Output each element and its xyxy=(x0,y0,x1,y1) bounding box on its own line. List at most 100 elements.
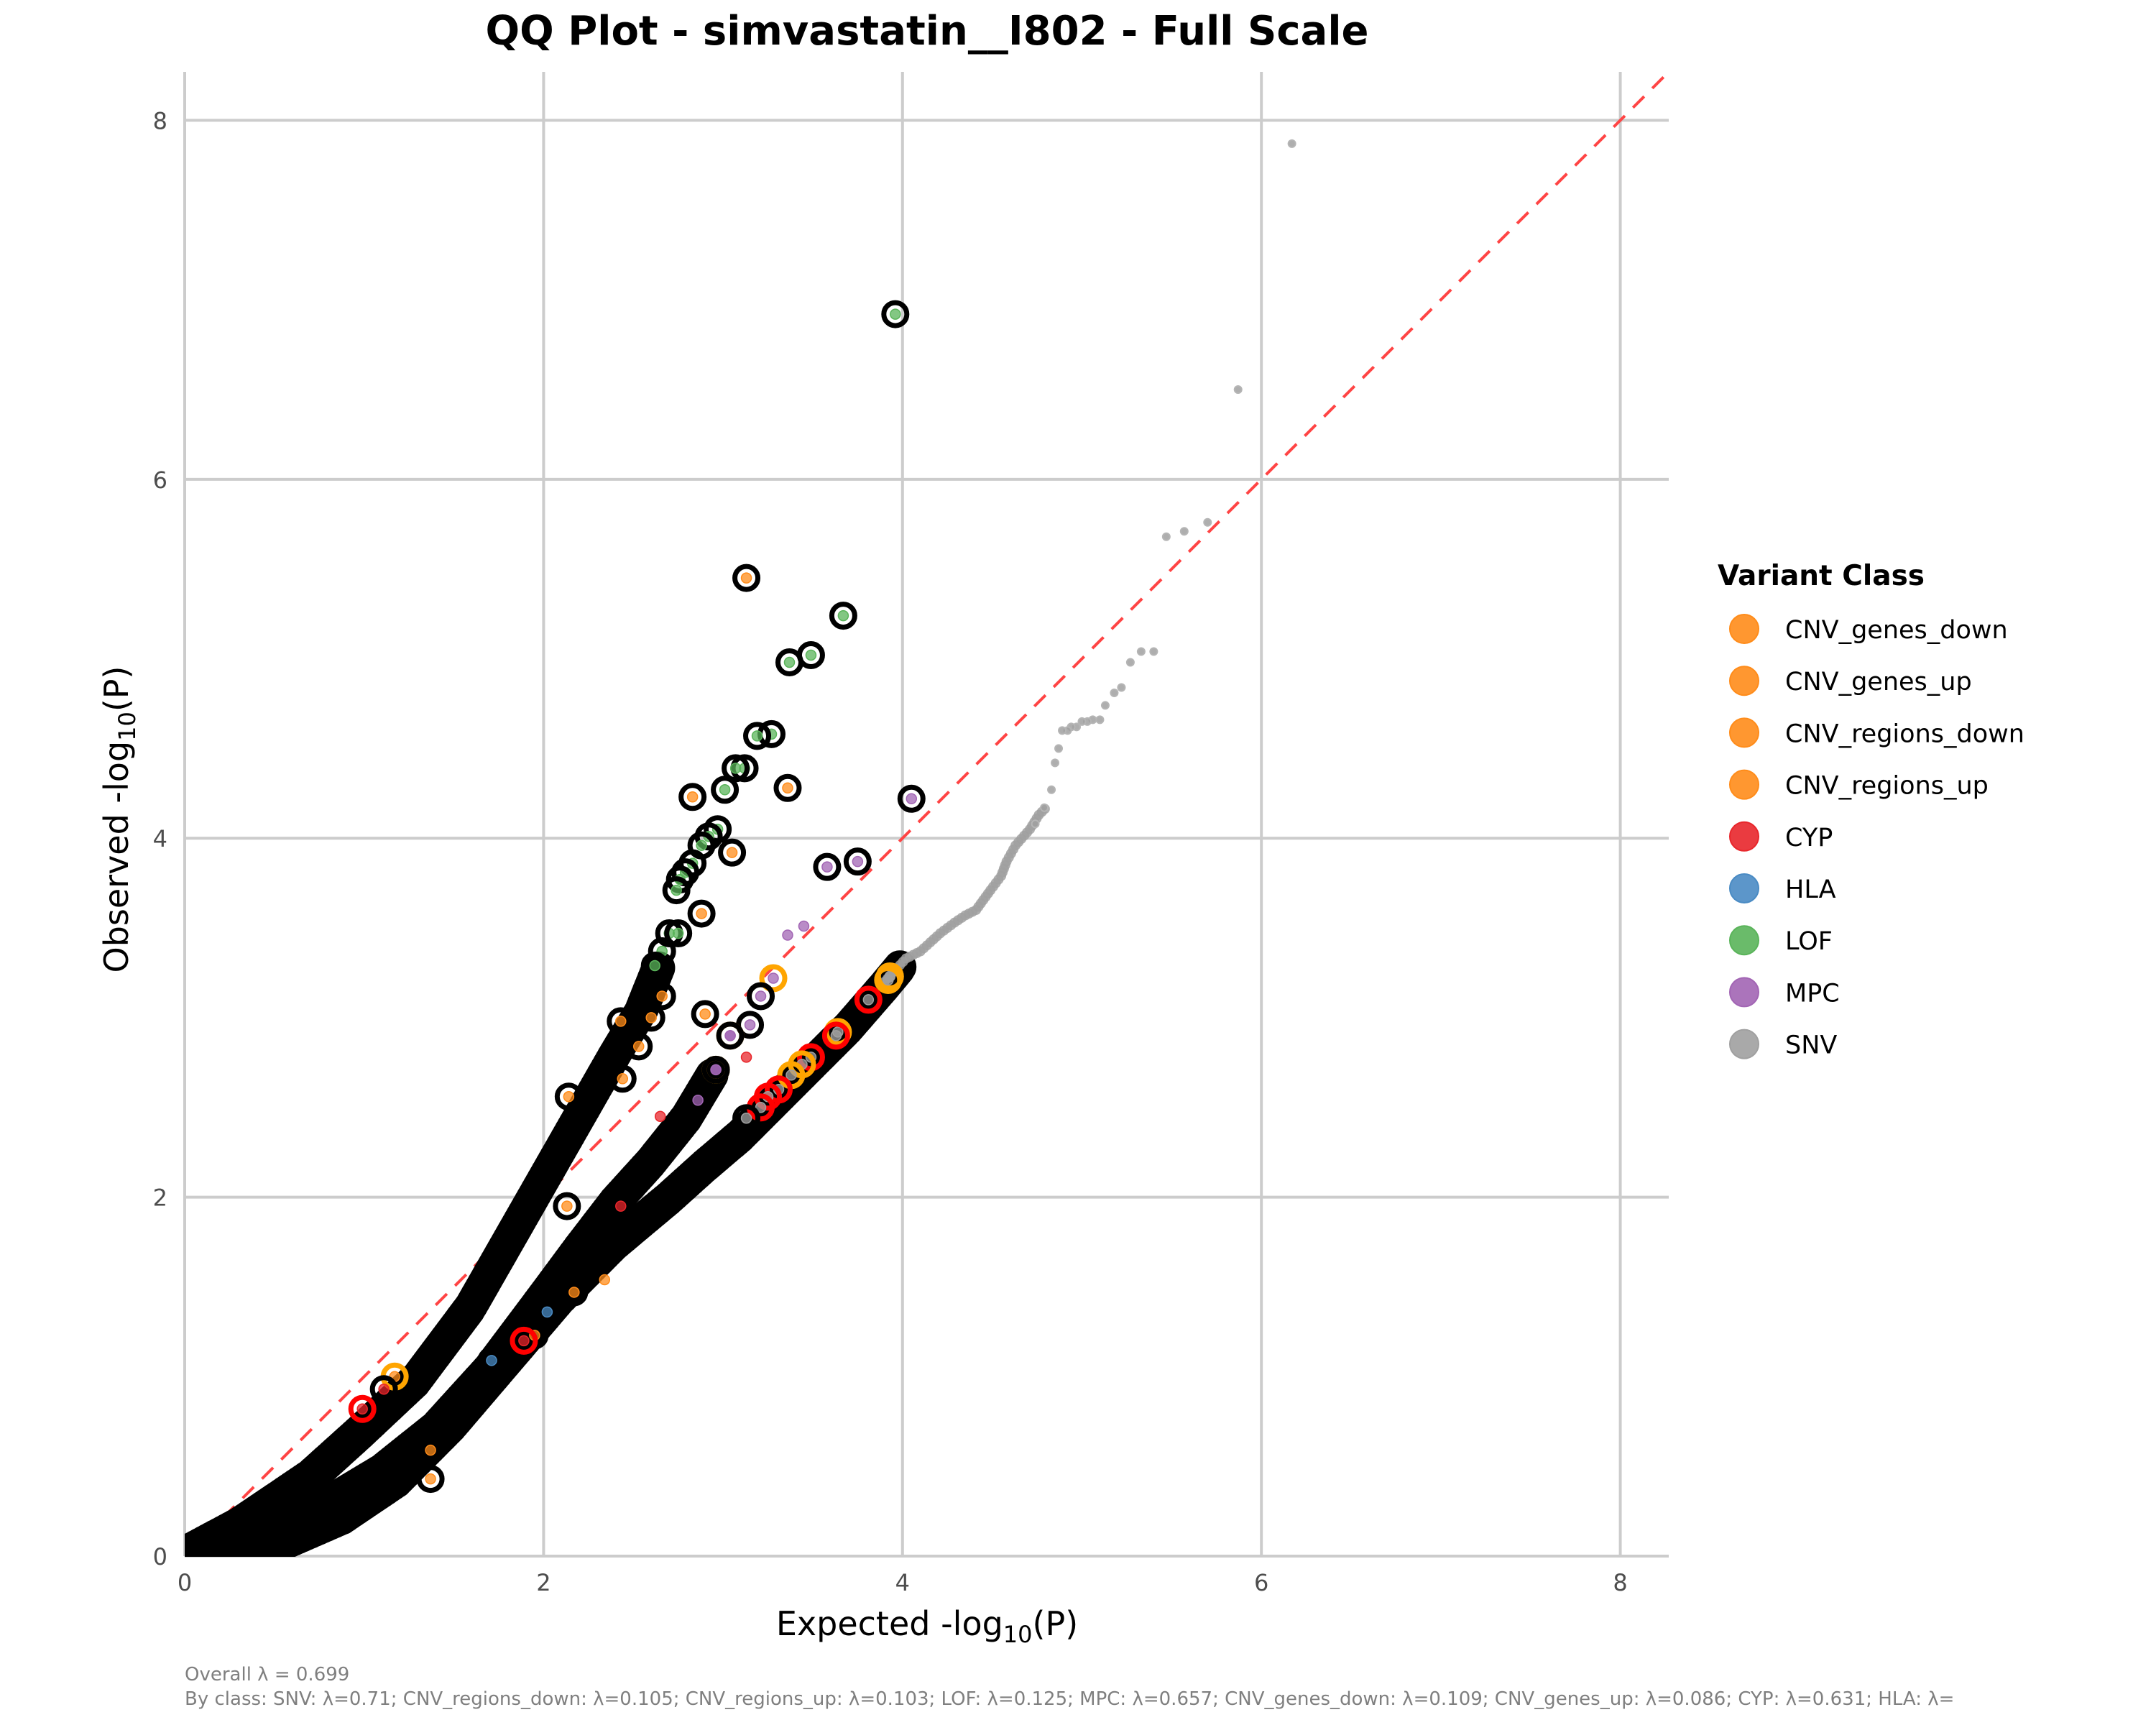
legend-marker xyxy=(1729,717,1759,748)
black-highlight-ring xyxy=(897,784,926,813)
data-point xyxy=(1100,701,1110,710)
snv-point xyxy=(755,1102,767,1113)
cnv-point xyxy=(425,1444,436,1456)
data-point xyxy=(813,852,842,881)
data-point xyxy=(821,1021,850,1050)
data-point xyxy=(615,1200,627,1212)
legend-marker xyxy=(1729,873,1759,903)
hla-point xyxy=(486,1355,497,1366)
legend-marker xyxy=(1729,821,1759,852)
mpc-point xyxy=(710,1064,722,1076)
data-point xyxy=(560,1278,589,1307)
data-point xyxy=(854,985,883,1014)
by-class-lambda-caption: By class: SNV: λ=0.71; CNV_regions_down:… xyxy=(185,1688,1954,1710)
legend-marker xyxy=(1729,977,1759,1008)
data-point xyxy=(1040,803,1049,812)
data-point xyxy=(829,602,857,630)
red-highlight-ring xyxy=(348,1394,377,1423)
data-point xyxy=(648,982,676,1011)
snv-point xyxy=(1051,758,1060,768)
black-highlight-ring xyxy=(711,776,740,804)
black-highlight-ring xyxy=(722,754,750,783)
data-point xyxy=(416,1465,445,1494)
data-point xyxy=(1054,744,1064,753)
x-tick-label: 2 xyxy=(536,1569,550,1596)
data-point xyxy=(348,1394,377,1423)
data-point xyxy=(683,1086,712,1115)
lof-point xyxy=(649,960,660,972)
data-point xyxy=(881,300,910,328)
legend-label: SNV xyxy=(1785,1031,1837,1060)
legend-label: HLA xyxy=(1785,875,1836,904)
data-point xyxy=(759,964,788,993)
data-point xyxy=(874,965,903,994)
dense-point-bands xyxy=(185,804,1050,1557)
mpc-point xyxy=(692,1095,704,1106)
y-tick-label: 0 xyxy=(153,1543,167,1570)
black-highlight-ring xyxy=(648,982,676,1011)
mpc-point xyxy=(821,861,833,873)
data-point xyxy=(1117,683,1126,692)
legend-label: CNV_genes_down xyxy=(1785,616,2008,645)
reference-line-y-equals-x xyxy=(185,72,1669,1557)
data-point xyxy=(637,1003,665,1032)
legend-label: CYP xyxy=(1785,824,1833,852)
snv-point xyxy=(1287,139,1296,148)
data-point xyxy=(732,564,761,592)
mpc-point xyxy=(852,855,864,868)
black-highlight-ring xyxy=(773,773,802,802)
snv-point xyxy=(1203,518,1212,527)
cyp-point xyxy=(740,1052,752,1063)
snv-tail xyxy=(879,804,1050,987)
snv-point xyxy=(1125,658,1135,667)
data-point xyxy=(477,1346,506,1375)
y-tick-label: 8 xyxy=(153,107,167,134)
lof-point xyxy=(672,927,684,939)
axes xyxy=(183,72,1669,1558)
data-point xyxy=(743,722,772,750)
black-highlight-ring xyxy=(687,899,716,928)
cnv-point xyxy=(656,990,668,1002)
data-point xyxy=(553,1192,581,1220)
lof-point xyxy=(890,308,901,320)
cnv-point xyxy=(645,1012,657,1024)
orange-highlight-ring xyxy=(759,964,788,993)
cnv-point xyxy=(615,1016,627,1027)
snv-point xyxy=(1077,717,1087,726)
y-axis-label-prefix: Observed -log xyxy=(97,741,136,973)
snv-point xyxy=(1040,803,1049,812)
x-tick-label: 0 xyxy=(178,1569,192,1596)
legend-marker xyxy=(1729,925,1759,956)
cyp-point xyxy=(378,1384,390,1395)
snv-point xyxy=(883,974,894,986)
data-point xyxy=(897,784,926,813)
data-point xyxy=(711,776,740,804)
cnv-point xyxy=(599,1274,611,1286)
data-point xyxy=(1110,688,1119,697)
snv-point xyxy=(1031,819,1040,829)
data-point xyxy=(510,1326,538,1355)
legend-marker xyxy=(1729,666,1759,696)
cnv-point xyxy=(699,1008,711,1020)
mpc-point xyxy=(724,1030,736,1041)
cnv-point xyxy=(696,908,707,919)
snv-point xyxy=(862,994,875,1006)
black-highlight-ring xyxy=(637,1003,665,1032)
cnv-point xyxy=(563,1091,575,1103)
snv-point xyxy=(1100,701,1110,710)
legend-item: MPC xyxy=(1729,977,1840,1008)
black-highlight-ring xyxy=(813,852,842,881)
data-point xyxy=(701,1055,730,1084)
cnv-point xyxy=(632,1041,645,1052)
data-point xyxy=(1149,647,1158,656)
legend-marker xyxy=(1729,614,1759,644)
snv-point xyxy=(1110,688,1119,697)
data-point xyxy=(732,1104,761,1133)
data-point xyxy=(1136,647,1146,656)
legend-item: CNV_regions_up xyxy=(1729,769,1989,801)
legend-item: LOF xyxy=(1729,925,1833,956)
data-point xyxy=(687,899,716,928)
red-highlight-ring xyxy=(821,1021,850,1050)
cyp-point xyxy=(615,1200,627,1212)
black-highlight-ring xyxy=(560,1278,589,1307)
